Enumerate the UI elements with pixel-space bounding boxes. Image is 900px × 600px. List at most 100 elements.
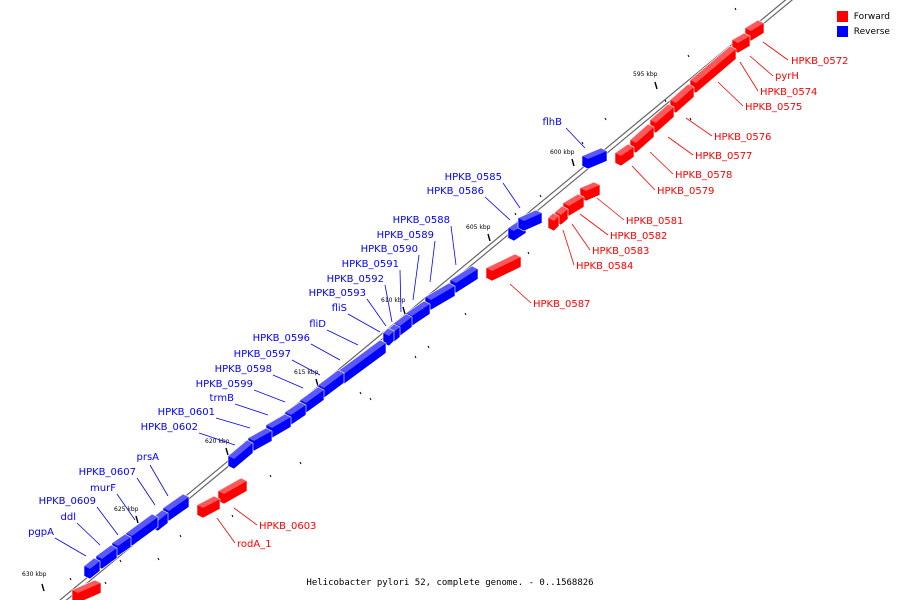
gene-label-pyrh: pyrH <box>775 71 799 82</box>
gene-top-face <box>285 402 306 415</box>
gene-label-hpkb-0598: HPKB_0598 <box>215 364 272 375</box>
gene-label-hpkb-0602: HPKB_0602 <box>141 422 198 433</box>
gene-label-hpkb-0579: HPKB_0579 <box>657 186 714 197</box>
minor-tick <box>414 355 417 359</box>
leader-hpkb-0591 <box>399 269 402 313</box>
leader-hpkb-0590 <box>412 254 420 301</box>
minor-tick <box>231 514 234 518</box>
gene-label-hpkb-0592: HPKB_0592 <box>327 274 384 285</box>
leader-flis <box>347 313 381 333</box>
gene-top-face <box>248 428 272 441</box>
gene-top-face <box>555 206 568 215</box>
leader-hpkb-0583 <box>571 223 591 251</box>
leader-murf <box>116 493 136 521</box>
gene-top-face <box>394 314 412 326</box>
gene-box-rev-21 <box>83 557 101 580</box>
gene-label-hpkb-0591: HPKB_0591 <box>342 259 399 270</box>
legend-reverse-label: Reverse <box>853 26 890 37</box>
gene-label-hpkb-0574: HPKB_0574 <box>760 87 817 98</box>
minor-tick <box>119 559 122 563</box>
gene-box-rev-2 <box>517 209 543 232</box>
gene-body <box>547 212 560 232</box>
gene-label-hpkb-0576: HPKB_0576 <box>714 132 771 143</box>
gene-label-hpkb-0593: HPKB_0593 <box>309 288 366 299</box>
gene-label-hpkb-0584: HPKB_0584 <box>576 261 633 272</box>
gene-label-hpkb-0585: HPKB_0585 <box>445 172 502 183</box>
gene-top-face <box>425 283 455 300</box>
minor-tick <box>359 391 362 395</box>
gene-top-face <box>732 33 750 43</box>
gene-body <box>83 557 101 580</box>
leader-hpkb-0579 <box>631 165 656 191</box>
leader-hpkb-0581 <box>596 197 625 221</box>
gene-top-face <box>745 20 764 31</box>
gene-label-hpkb-0575: HPKB_0575 <box>745 102 802 113</box>
leader-flhb <box>565 127 586 149</box>
gene-top-face <box>112 534 131 546</box>
tick-label-600-kbp: 600 kbp <box>550 149 575 156</box>
gene-label-hpkb-0587: HPKB_0587 <box>533 299 590 310</box>
gene-box-rev-0 <box>581 147 608 170</box>
leader-hpkb-0585 <box>502 182 521 209</box>
minor-tick <box>539 194 542 198</box>
forward-swatch <box>836 11 848 22</box>
tick-label-625-kbp: 625 kbp <box>114 506 139 513</box>
gene-body <box>581 147 608 170</box>
leader-hpkb-0572 <box>762 41 789 61</box>
legend-forward-label: Forward <box>853 11 890 22</box>
leader-hpkb-0601 <box>215 417 251 429</box>
leader-roda-1 <box>216 517 236 544</box>
gene-label-hpkb-0599: HPKB_0599 <box>196 379 253 390</box>
gene-top-face <box>84 558 100 569</box>
leader-hpkb-0582 <box>579 213 609 236</box>
gene-top-face <box>383 328 394 336</box>
gene-label-flis: fliS <box>332 303 347 314</box>
gene-body <box>196 495 221 519</box>
tick-mark <box>315 378 319 387</box>
gene-label-hpkb-0572: HPKB_0572 <box>791 56 848 67</box>
tick-label-615-kbp: 615 kbp <box>294 369 319 376</box>
gene-top-face <box>300 387 324 403</box>
gene-box-rev-9 <box>337 339 387 385</box>
gene-label-hpkb-0586: HPKB_0586 <box>427 186 484 197</box>
minor-tick <box>299 461 302 465</box>
gene-top-face <box>72 580 101 593</box>
gene-label-flhb: flhB <box>543 117 563 128</box>
tick-mark <box>135 515 139 524</box>
gene-top-face <box>96 545 117 559</box>
minor-tick <box>369 397 372 401</box>
gene-label-pgpa: pgpA <box>28 527 54 538</box>
tick-mark <box>402 306 406 315</box>
gene-top-face <box>163 494 189 511</box>
minor-tick <box>269 474 272 478</box>
leader-trmb <box>234 403 269 416</box>
minor-tick <box>104 581 107 585</box>
gene-label-roda-1: rodA_1 <box>237 539 272 550</box>
gene-body <box>517 209 543 232</box>
minor-tick <box>427 345 430 349</box>
leader-hpkb-0575 <box>717 81 744 107</box>
leader-hpkb-0588 <box>450 225 457 266</box>
gene-label-hpkb-0597: HPKB_0597 <box>234 349 291 360</box>
leader-hpkb-0599 <box>253 389 286 403</box>
legend: Forward Reverse <box>836 9 890 39</box>
leader-hpkb-0596 <box>310 343 341 361</box>
gene-label-hpkb-0601: HPKB_0601 <box>158 407 215 418</box>
gene-top-face <box>580 182 600 191</box>
gene-label-hpkb-0582: HPKB_0582 <box>610 231 667 242</box>
gene-top-face <box>518 210 542 221</box>
leader-hpkb-0602 <box>198 432 236 446</box>
gene-label-hpkb-0609: HPKB_0609 <box>39 496 96 507</box>
leader-ddl <box>76 522 101 546</box>
leader-hpkb-0589 <box>429 240 436 283</box>
gene-body <box>485 253 522 282</box>
tick-mark <box>41 583 45 592</box>
leader-hpkb-0578 <box>649 151 674 175</box>
gene-top-face <box>670 84 694 103</box>
minor-tick <box>689 117 692 121</box>
minor-tick <box>157 557 160 561</box>
legend-reverse: Reverse <box>836 24 890 39</box>
gene-label-hpkb-0590: HPKB_0590 <box>361 244 418 255</box>
leader-hpkb-0607 <box>136 477 156 506</box>
gene-top-face <box>126 514 158 536</box>
